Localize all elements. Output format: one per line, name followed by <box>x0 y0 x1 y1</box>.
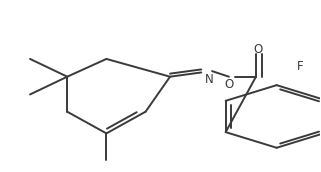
Text: O: O <box>253 43 262 56</box>
Text: N: N <box>205 73 214 86</box>
Text: F: F <box>297 60 304 73</box>
Text: O: O <box>224 78 234 90</box>
